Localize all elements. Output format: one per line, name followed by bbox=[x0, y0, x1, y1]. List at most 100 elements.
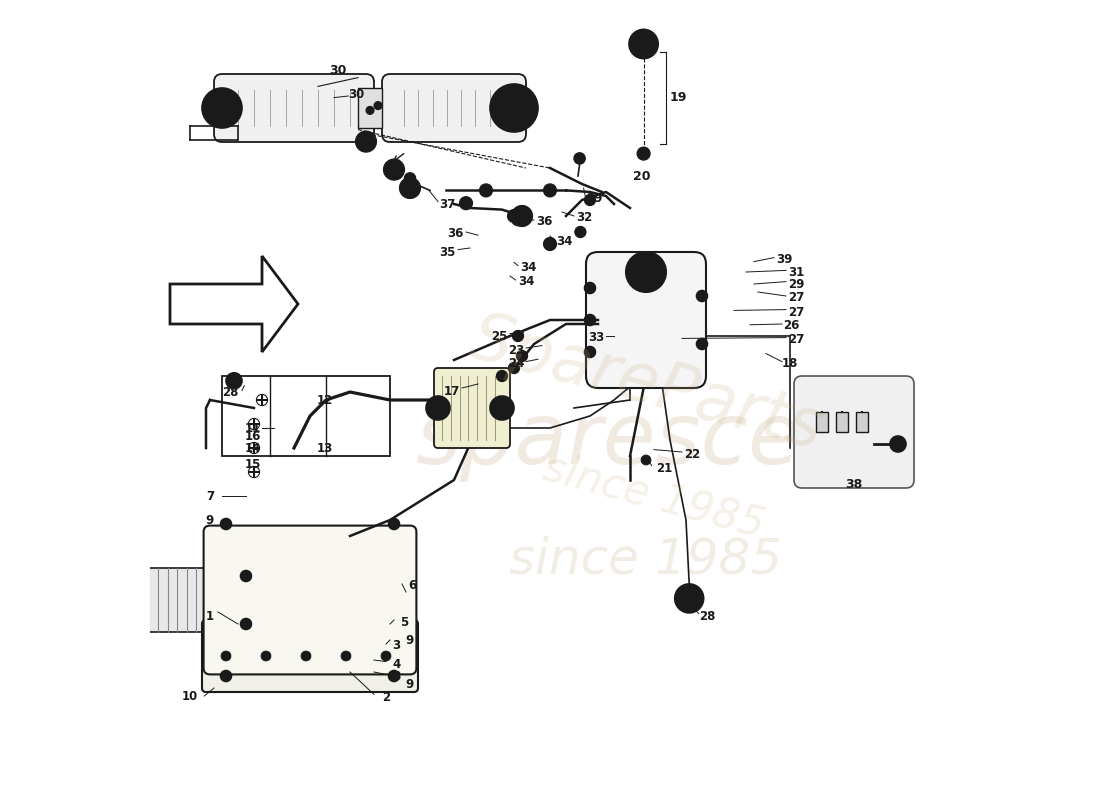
FancyBboxPatch shape bbox=[214, 74, 374, 142]
Circle shape bbox=[374, 102, 382, 110]
Text: 2: 2 bbox=[382, 691, 390, 704]
Text: 38: 38 bbox=[846, 478, 862, 490]
Circle shape bbox=[674, 584, 704, 613]
Circle shape bbox=[516, 350, 528, 362]
Circle shape bbox=[543, 184, 557, 197]
Bar bbox=[230, 592, 254, 616]
Text: 34: 34 bbox=[518, 275, 535, 288]
Circle shape bbox=[212, 98, 232, 118]
Text: SpareParts: SpareParts bbox=[462, 305, 829, 463]
Text: 29: 29 bbox=[789, 278, 804, 290]
Circle shape bbox=[637, 147, 650, 160]
Circle shape bbox=[426, 396, 450, 420]
Circle shape bbox=[261, 651, 271, 661]
Text: 14: 14 bbox=[244, 442, 261, 454]
Text: 30: 30 bbox=[329, 64, 346, 77]
Circle shape bbox=[890, 436, 906, 452]
Circle shape bbox=[301, 651, 311, 661]
Text: 35: 35 bbox=[439, 246, 455, 258]
Text: 37: 37 bbox=[440, 198, 455, 210]
Circle shape bbox=[226, 373, 242, 389]
FancyBboxPatch shape bbox=[202, 620, 418, 692]
Text: 19: 19 bbox=[669, 91, 686, 104]
Text: 34: 34 bbox=[520, 261, 537, 274]
Text: 21: 21 bbox=[657, 462, 672, 474]
Text: 28: 28 bbox=[700, 610, 716, 622]
Circle shape bbox=[512, 213, 525, 226]
Text: 39: 39 bbox=[777, 253, 793, 266]
Circle shape bbox=[399, 178, 420, 198]
Bar bbox=[294, 592, 318, 616]
Text: A: A bbox=[518, 211, 526, 221]
Circle shape bbox=[513, 330, 524, 342]
Text: 25: 25 bbox=[492, 330, 508, 342]
Bar bbox=[815, 412, 827, 432]
Text: 9: 9 bbox=[406, 634, 414, 646]
Text: 7: 7 bbox=[206, 490, 214, 502]
Circle shape bbox=[696, 338, 707, 350]
Circle shape bbox=[241, 570, 252, 582]
Text: 9: 9 bbox=[206, 514, 214, 526]
Bar bbox=[270, 652, 302, 676]
Circle shape bbox=[575, 226, 586, 238]
Circle shape bbox=[220, 518, 232, 530]
Text: A: A bbox=[390, 165, 397, 174]
FancyBboxPatch shape bbox=[382, 74, 526, 142]
Circle shape bbox=[696, 290, 707, 302]
Text: 20: 20 bbox=[634, 170, 651, 182]
Circle shape bbox=[388, 518, 399, 530]
Circle shape bbox=[460, 197, 472, 210]
Bar bbox=[222, 652, 254, 676]
Bar bbox=[836, 412, 848, 432]
Text: since 1985: since 1985 bbox=[509, 536, 782, 584]
Bar bbox=[262, 592, 286, 616]
Circle shape bbox=[220, 670, 232, 682]
Circle shape bbox=[641, 455, 651, 465]
Text: 26: 26 bbox=[783, 319, 800, 332]
Text: sparesces: sparesces bbox=[415, 398, 846, 482]
FancyBboxPatch shape bbox=[586, 252, 706, 388]
Text: 28: 28 bbox=[222, 386, 239, 398]
Text: 36: 36 bbox=[448, 227, 464, 240]
Circle shape bbox=[637, 262, 656, 282]
Circle shape bbox=[405, 173, 416, 184]
Circle shape bbox=[629, 30, 658, 58]
Text: 22: 22 bbox=[684, 448, 701, 461]
Circle shape bbox=[574, 153, 585, 164]
Text: 11: 11 bbox=[244, 422, 261, 434]
Text: 36: 36 bbox=[536, 215, 552, 228]
Text: 15: 15 bbox=[244, 458, 261, 470]
Circle shape bbox=[543, 238, 557, 250]
Text: B: B bbox=[363, 137, 370, 146]
Circle shape bbox=[382, 651, 390, 661]
Circle shape bbox=[384, 159, 405, 180]
Text: 1: 1 bbox=[206, 610, 214, 622]
Circle shape bbox=[584, 314, 595, 326]
Text: 23: 23 bbox=[508, 344, 525, 357]
FancyBboxPatch shape bbox=[434, 368, 510, 448]
Circle shape bbox=[490, 84, 538, 132]
FancyBboxPatch shape bbox=[358, 88, 382, 128]
Text: 12: 12 bbox=[317, 394, 332, 406]
Circle shape bbox=[241, 618, 252, 630]
Text: 3: 3 bbox=[393, 639, 400, 652]
Circle shape bbox=[480, 184, 493, 197]
Bar bbox=[146, 568, 210, 632]
Bar bbox=[856, 412, 868, 432]
Text: 27: 27 bbox=[789, 333, 804, 346]
Text: 27: 27 bbox=[789, 291, 804, 304]
Bar bbox=[262, 624, 286, 648]
Circle shape bbox=[496, 370, 507, 382]
Text: 31: 31 bbox=[789, 266, 804, 278]
Circle shape bbox=[544, 238, 556, 250]
Circle shape bbox=[626, 252, 666, 292]
Circle shape bbox=[202, 88, 242, 128]
Circle shape bbox=[355, 131, 376, 152]
Bar bbox=[326, 624, 350, 648]
Text: 33: 33 bbox=[588, 331, 605, 344]
Text: 4: 4 bbox=[393, 658, 400, 670]
Text: 18: 18 bbox=[782, 358, 799, 370]
Text: 6: 6 bbox=[408, 579, 417, 592]
Circle shape bbox=[390, 168, 402, 179]
Text: 39: 39 bbox=[586, 192, 603, 205]
